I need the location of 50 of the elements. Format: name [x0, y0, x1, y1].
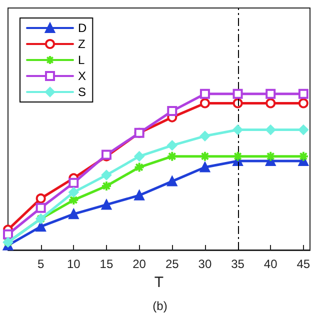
point — [36, 222, 46, 232]
point — [68, 194, 80, 206]
point — [68, 209, 79, 220]
point — [100, 180, 112, 192]
point — [266, 88, 276, 99]
point — [298, 150, 309, 162]
x-axis-title: T — [154, 274, 164, 291]
point — [298, 98, 308, 108]
point — [232, 150, 244, 162]
point — [68, 187, 79, 198]
point — [134, 162, 145, 173]
x-tick-label: 10 — [66, 257, 81, 271]
x-tick-label: 20 — [132, 257, 146, 271]
point — [36, 202, 46, 213]
x-tick-label: 45 — [296, 257, 310, 271]
point — [200, 131, 210, 142]
point — [266, 98, 276, 108]
point — [167, 176, 178, 186]
legend-label: D — [78, 21, 87, 35]
point — [101, 170, 112, 180]
point — [266, 124, 276, 135]
x-tick-label: 25 — [165, 257, 180, 271]
point — [36, 193, 46, 204]
legend-label: Z — [78, 37, 86, 51]
point — [134, 190, 144, 200]
point — [298, 124, 308, 135]
point — [166, 150, 178, 162]
x-tick-label: 35 — [231, 257, 245, 271]
point — [200, 88, 210, 99]
point — [200, 98, 210, 108]
x-tick-label: 5 — [37, 257, 44, 271]
point — [68, 178, 79, 188]
point — [232, 124, 243, 135]
point — [298, 88, 308, 99]
point — [232, 88, 243, 99]
x-tick-label: 40 — [264, 257, 278, 271]
point — [3, 229, 13, 240]
x-tick-label: 15 — [100, 257, 114, 271]
text: (b) — [152, 299, 168, 313]
legend-label: X — [78, 69, 86, 83]
legend-label: S — [78, 85, 86, 99]
point — [167, 106, 178, 116]
point — [199, 150, 210, 162]
point — [265, 150, 276, 162]
point — [167, 140, 178, 150]
point — [200, 162, 210, 172]
legend-label: L — [78, 53, 85, 67]
point — [101, 200, 112, 210]
point — [134, 151, 144, 162]
x-tick-label: 30 — [198, 257, 212, 271]
